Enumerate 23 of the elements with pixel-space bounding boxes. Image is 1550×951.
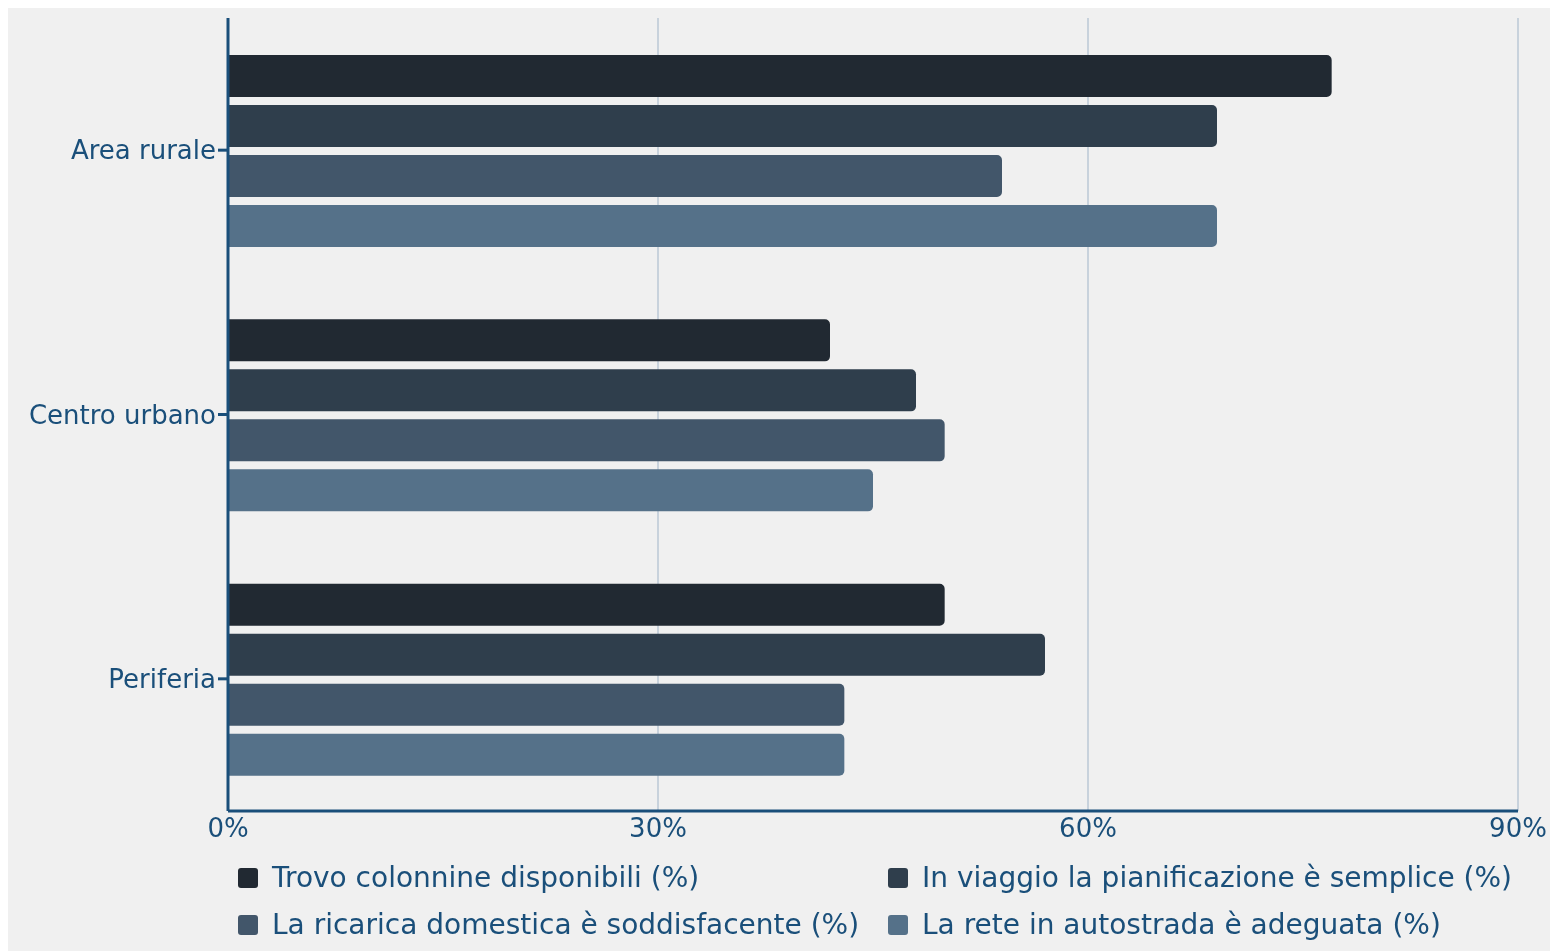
bar [228, 733, 845, 776]
bar [228, 55, 1332, 98]
bar [228, 369, 916, 412]
x-tick-label: 60% [1059, 813, 1117, 844]
bar [228, 319, 830, 362]
y-tick-label: Periferia [108, 664, 216, 695]
x-tick-label: 30% [629, 813, 687, 844]
bar [228, 105, 1217, 148]
bar [228, 469, 873, 512]
legend-label: In viaggio la pianificazione è semplice (%) [922, 861, 1513, 894]
bar [228, 205, 1217, 248]
bar [228, 155, 1002, 198]
x-tick-label: 0% [207, 813, 249, 844]
y-tick-label: Area rurale [70, 135, 216, 166]
legend-label: La ricarica domestica è soddisfacente (%) [272, 908, 860, 941]
bar [228, 683, 845, 726]
legend-label: Trovo colonnine disponibili (%) [272, 861, 700, 894]
y-tick-label: Centro urbano [28, 399, 216, 430]
legend-label: La rete in autostrada è adeguata (%) [922, 908, 1441, 941]
bar [228, 633, 1045, 676]
bar [228, 419, 945, 462]
x-tick-label: 90% [1489, 813, 1547, 844]
bar [228, 583, 945, 626]
